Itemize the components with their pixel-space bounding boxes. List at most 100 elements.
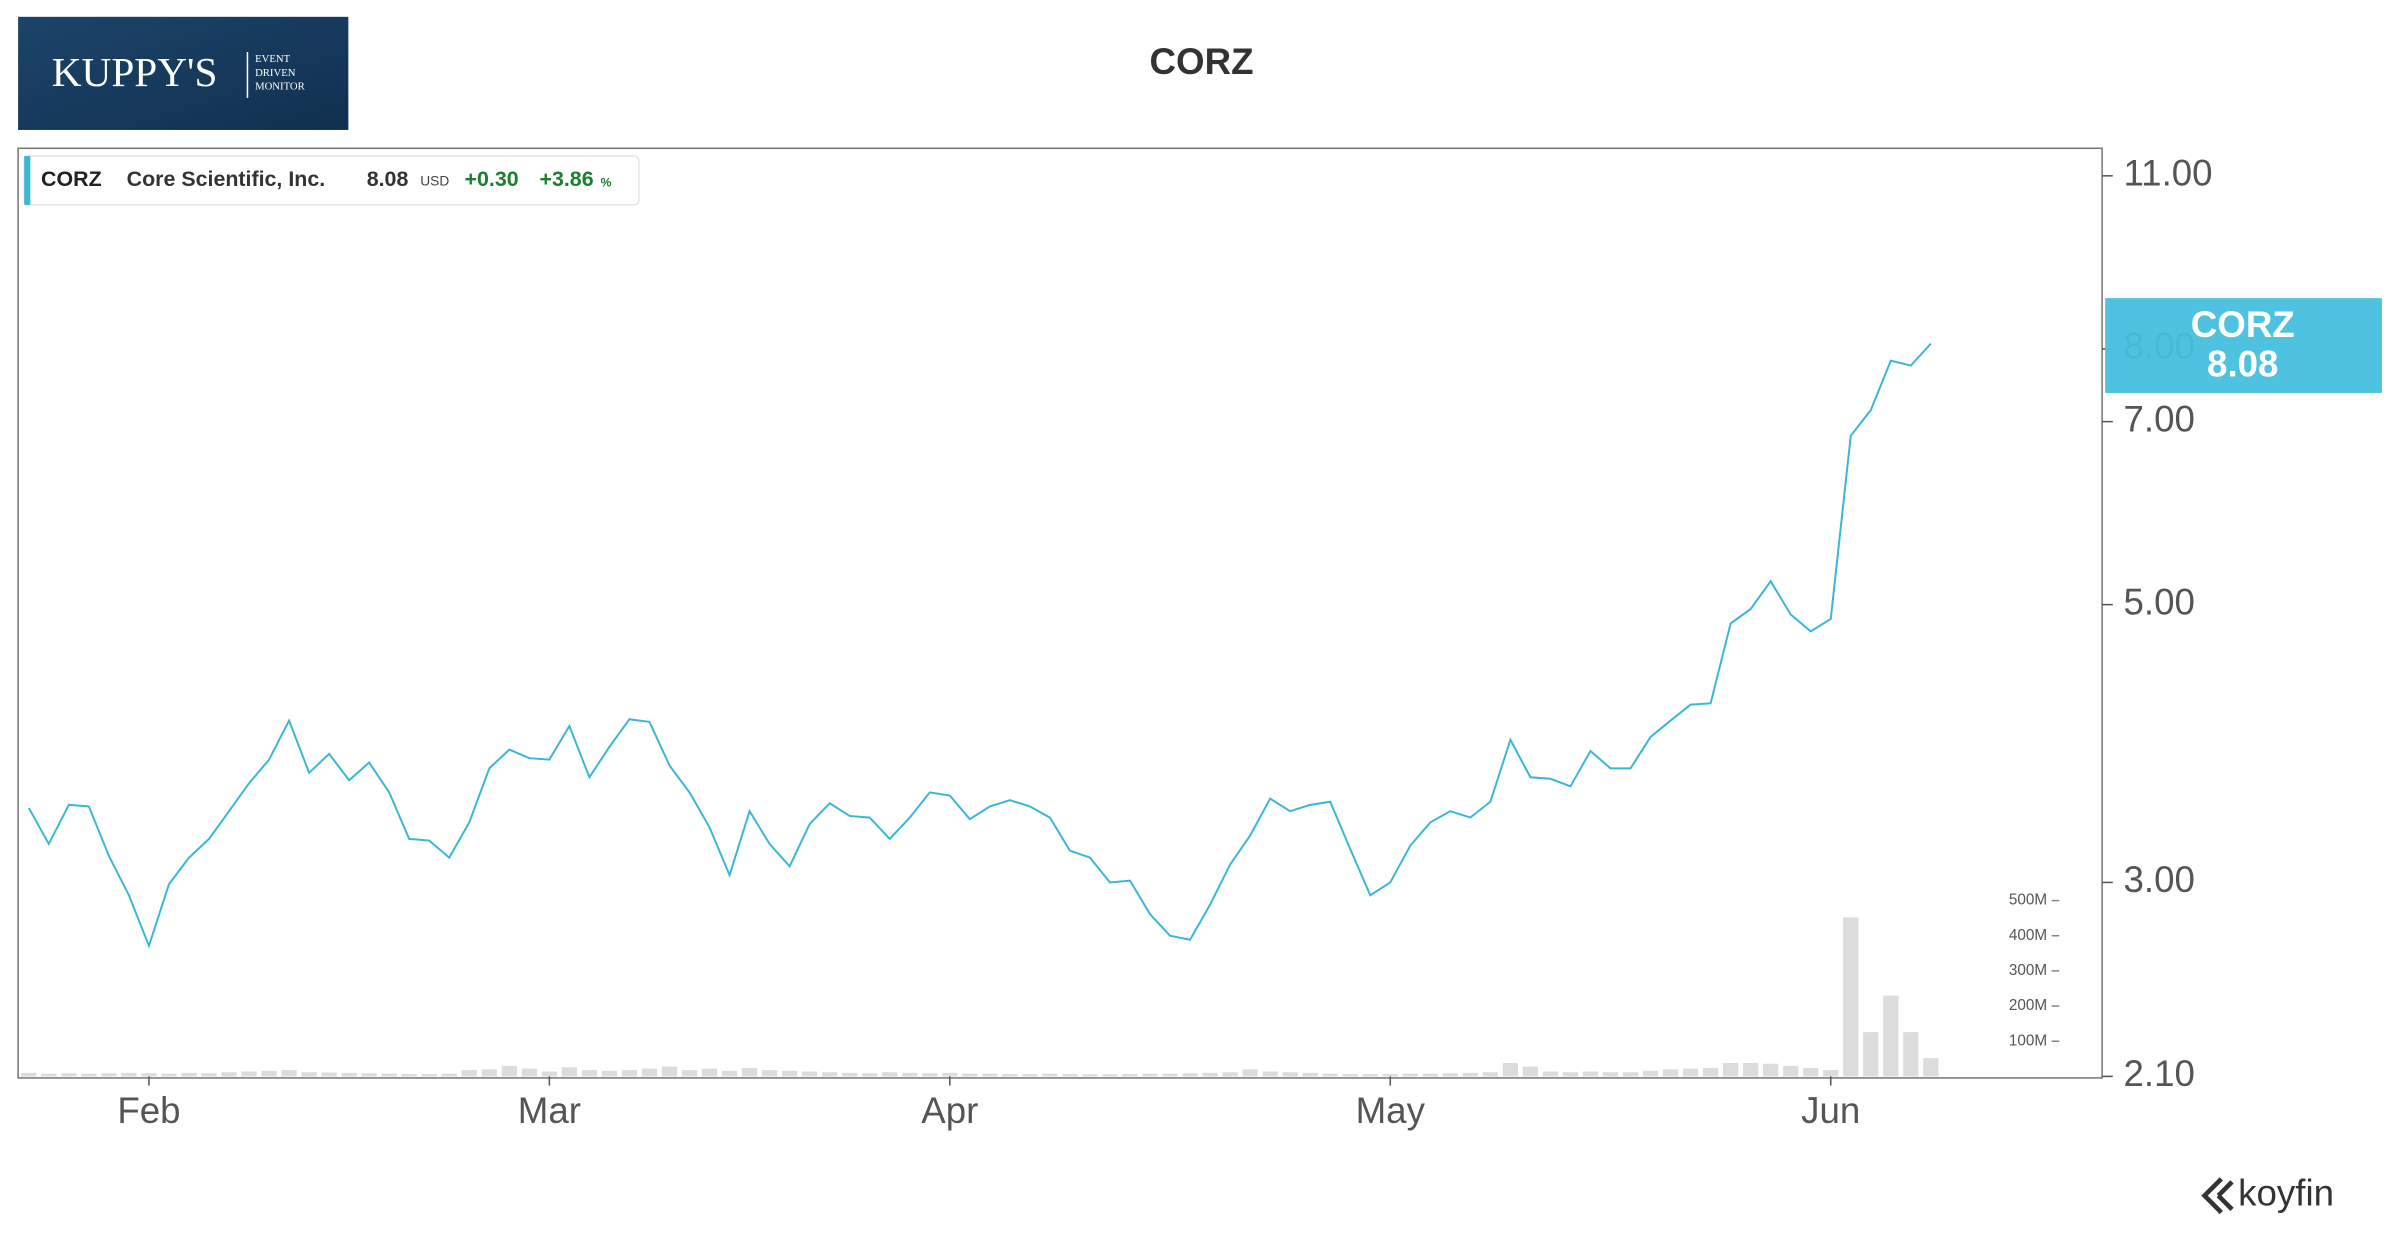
volume-bar xyxy=(381,1073,397,1077)
volume-bar xyxy=(1022,1073,1038,1077)
volume-bar xyxy=(501,1065,517,1077)
volume-bar xyxy=(1863,1032,1879,1077)
volume-bar xyxy=(982,1073,998,1077)
volume-bar xyxy=(1582,1071,1599,1077)
volume-bar xyxy=(161,1073,177,1077)
volume-bar xyxy=(61,1073,77,1077)
volume-bar xyxy=(1162,1073,1178,1077)
badge-bg xyxy=(2105,298,2382,393)
volume-bar xyxy=(1602,1072,1619,1077)
volume-bar xyxy=(862,1073,878,1077)
legend-price: 8.08 xyxy=(367,167,409,191)
volume-bar xyxy=(521,1068,537,1077)
volume-bar xyxy=(1102,1074,1118,1077)
volume-bar xyxy=(1682,1068,1699,1077)
x-tick-label: Jun xyxy=(1801,1090,1860,1131)
volume-bar xyxy=(1182,1073,1198,1077)
volume-bar xyxy=(721,1070,738,1077)
price-badge: CORZ 8.08 xyxy=(2105,298,2382,393)
volume-bar xyxy=(1002,1073,1018,1077)
volume-bar xyxy=(1763,1063,1779,1077)
legend-swatch xyxy=(24,155,31,205)
volume-bar xyxy=(1722,1063,1739,1077)
volume-bar xyxy=(882,1072,898,1077)
logo-tagline: MONITOR xyxy=(255,81,306,93)
volume-bar xyxy=(661,1066,678,1077)
badge-ticker: CORZ xyxy=(2191,304,2295,345)
volume-bar xyxy=(1522,1066,1539,1077)
volume-bar xyxy=(1642,1070,1659,1077)
legend-company: Core Scientific, Inc. xyxy=(127,167,326,191)
volume-bar xyxy=(1342,1073,1358,1077)
volume-bar xyxy=(1783,1065,1799,1077)
brand-name: koyfin xyxy=(2238,1172,2334,1213)
volume-bar xyxy=(301,1072,317,1077)
volume-bar xyxy=(561,1067,578,1077)
volume-bar xyxy=(1062,1073,1078,1077)
y-tick-label: 5.00 xyxy=(2124,581,2195,622)
volume-bar xyxy=(541,1071,558,1077)
logo-tagline: EVENT xyxy=(255,53,290,65)
volume-bar xyxy=(401,1073,417,1077)
volume-bar xyxy=(1142,1073,1158,1077)
brand: koyfin xyxy=(2201,1172,2334,1215)
volume-bar xyxy=(1702,1067,1719,1077)
x-tick-label: Feb xyxy=(117,1090,180,1131)
volume-bar xyxy=(481,1069,497,1077)
x-tick-label: Mar xyxy=(518,1090,581,1131)
volume-bar xyxy=(842,1072,858,1077)
volume-bar xyxy=(1562,1072,1579,1077)
y-tick-label: 7.00 xyxy=(2124,398,2195,439)
logo-bg xyxy=(18,16,349,130)
volume-bar xyxy=(1242,1069,1258,1077)
volume-bar xyxy=(101,1073,117,1077)
volume-bar xyxy=(1042,1073,1058,1077)
volume-bar xyxy=(1542,1071,1559,1077)
logo-name: KUPPY'S xyxy=(52,49,218,95)
volume-bar xyxy=(21,1072,37,1077)
volume-bar xyxy=(1502,1063,1519,1077)
legend-currency: USD xyxy=(420,174,449,189)
volume-bar xyxy=(1402,1073,1418,1077)
volume-bar xyxy=(241,1071,257,1077)
volume-bar xyxy=(1462,1072,1479,1077)
volume-bar xyxy=(361,1073,377,1077)
volume-bar xyxy=(421,1073,437,1077)
volume-bar xyxy=(761,1070,778,1077)
legend-pct-unit: % xyxy=(601,176,612,190)
volume-bar xyxy=(281,1070,297,1077)
volume-bar xyxy=(81,1073,97,1077)
y2-tick-label: 500M xyxy=(2009,892,2047,909)
volume-bar xyxy=(261,1070,277,1077)
volume-bar xyxy=(1362,1073,1378,1077)
volume-bar xyxy=(1382,1073,1398,1077)
volume-bar xyxy=(1803,1067,1819,1077)
volume-bar xyxy=(781,1070,798,1077)
volume-bar xyxy=(601,1070,618,1077)
logo-tagline: DRIVEN xyxy=(255,67,296,79)
volume-bar xyxy=(1903,1032,1919,1077)
legend-ticker: CORZ xyxy=(41,167,102,191)
volume-bar xyxy=(1202,1072,1218,1077)
volume-bar xyxy=(681,1070,698,1077)
logo: KUPPY'S EVENT DRIVEN MONITOR xyxy=(18,16,349,130)
x-tick-label: May xyxy=(1356,1090,1426,1131)
price-line xyxy=(27,342,1932,949)
volume-bar xyxy=(1923,1058,1939,1077)
volume-bar xyxy=(341,1072,357,1077)
volume-bar xyxy=(1743,1063,1759,1077)
volume-bar xyxy=(621,1070,638,1077)
y2-tick-label: 200M xyxy=(2009,997,2047,1014)
volume-bar xyxy=(321,1072,337,1077)
volume-bar xyxy=(1843,917,1859,1077)
y-tick-label: 2.10 xyxy=(2124,1053,2195,1094)
volume-bar xyxy=(1823,1070,1839,1077)
y2-tick-label: 400M xyxy=(2009,927,2047,944)
volume-bar xyxy=(121,1072,137,1077)
y2-tick-label: 300M xyxy=(2009,962,2047,979)
volume-bar xyxy=(1482,1072,1499,1077)
volume-bar xyxy=(1302,1072,1318,1077)
volume-bar xyxy=(1883,995,1899,1077)
volume-bar xyxy=(641,1068,658,1077)
